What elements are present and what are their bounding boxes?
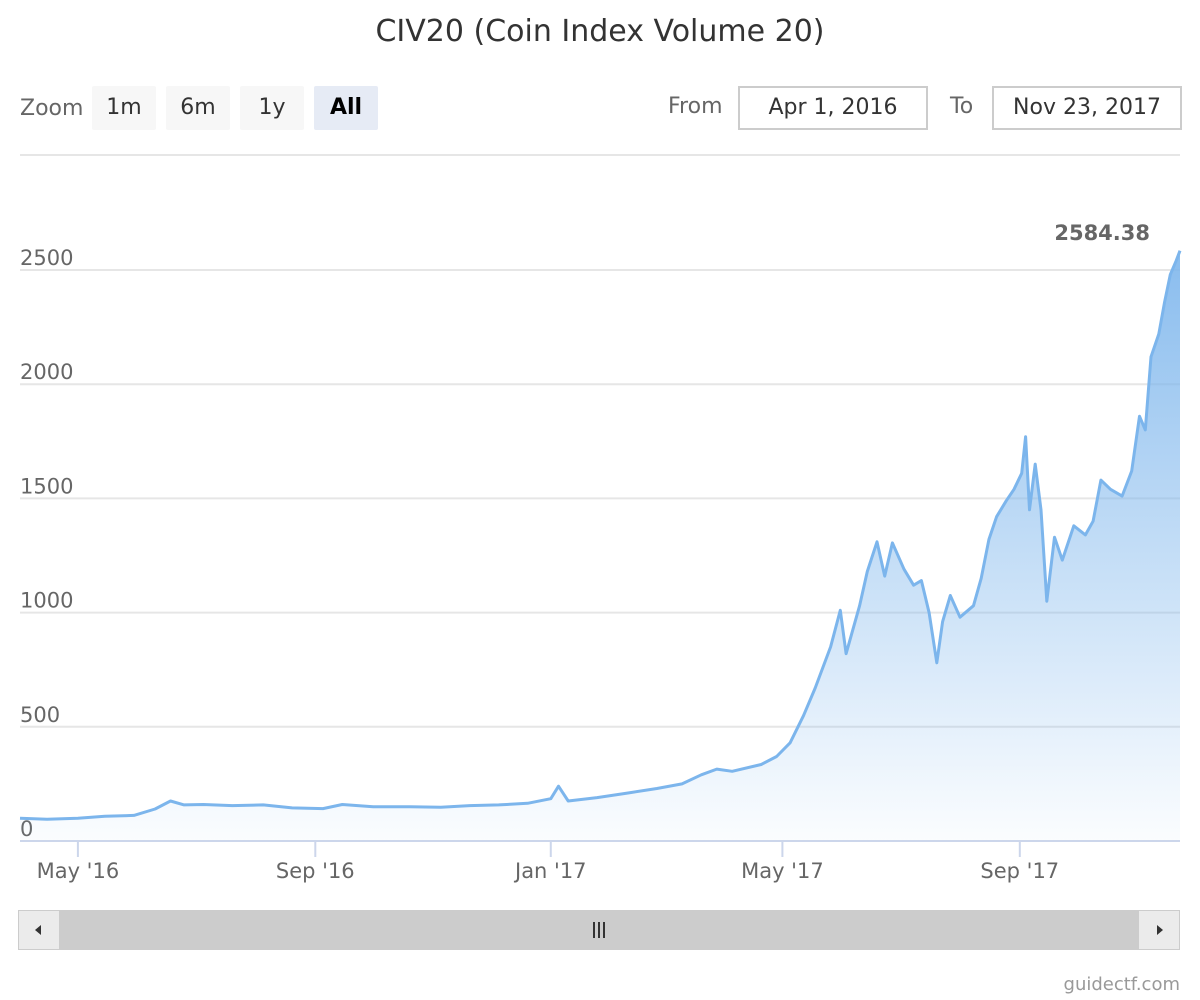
- from-label: From: [668, 94, 723, 119]
- to-date-input[interactable]: Nov 23, 2017: [992, 86, 1182, 130]
- from-date-input[interactable]: Apr 1, 2016: [738, 86, 928, 130]
- chart-title: CIV20 (Coin Index Volume 20): [375, 14, 825, 49]
- y-axis-labels: 05001000150020002500: [20, 246, 73, 841]
- series-area: [20, 250, 1180, 841]
- zoom-1y-button[interactable]: 1y: [240, 86, 304, 130]
- arrow-right-icon: [1157, 925, 1163, 935]
- y-tick-label: 2000: [20, 360, 73, 384]
- to-label: To: [950, 94, 974, 119]
- y-tick-label: 1000: [20, 589, 73, 613]
- x-tick-label: May '16: [37, 859, 120, 883]
- scroll-left-button[interactable]: [19, 911, 60, 949]
- scrollbar-thumb[interactable]: [59, 911, 1139, 949]
- range-selector: Zoom 1m 6m 1y All From Apr 1, 2016 To No…: [20, 86, 1182, 132]
- zoom-6m-button[interactable]: 6m: [166, 86, 230, 130]
- x-tick-label: Sep '16: [276, 859, 355, 883]
- x-tick-label: Sep '17: [980, 859, 1059, 883]
- y-tick-label: 500: [20, 703, 60, 727]
- y-tick-label: 1500: [20, 474, 73, 498]
- zoom-1m-button[interactable]: 1m: [92, 86, 156, 130]
- scroll-right-button[interactable]: [1138, 911, 1179, 949]
- y-tick-label: 2500: [20, 246, 73, 270]
- x-tick-label: May '17: [741, 859, 824, 883]
- arrow-left-icon: [35, 925, 41, 935]
- series-line: [19, 250, 1182, 821]
- credits-link[interactable]: guidectf.com: [1063, 974, 1180, 995]
- x-axis-ticks: May '16 Sep '16 Jan '17 May '17 Sep '17: [37, 841, 1059, 883]
- x-tick-label: Jan '17: [513, 859, 587, 883]
- zoom-label: Zoom: [20, 96, 84, 121]
- grip-icon: [591, 922, 607, 938]
- zoom-all-button[interactable]: All: [314, 86, 378, 130]
- chart-plot-area: 05001000150020002500 2584.38 May '16Sep …: [19, 221, 1182, 883]
- last-value-label: 2584.38: [1054, 221, 1150, 245]
- range-selector-divider: [20, 154, 1180, 156]
- navigator-scrollbar[interactable]: [18, 910, 1180, 950]
